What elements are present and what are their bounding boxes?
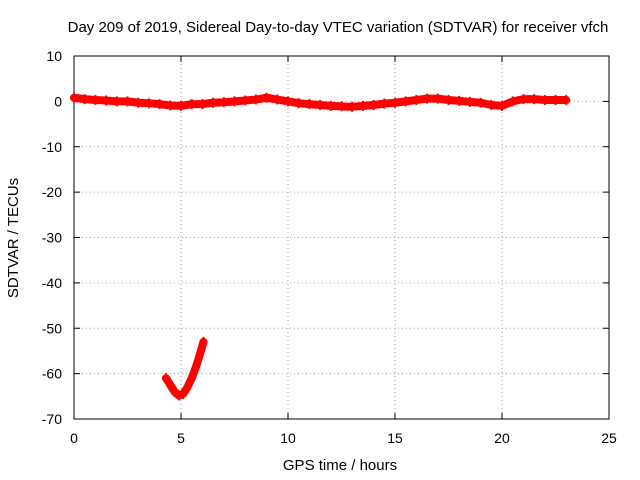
data-point [562,95,571,106]
data-point [183,382,192,393]
data-point [155,99,164,110]
series-line-secondary [162,337,208,400]
data-point [465,96,474,107]
data-point [391,97,399,108]
data-point [337,101,346,112]
data-point [166,379,175,390]
data-point [455,95,464,106]
data-point [380,98,389,109]
data-point [273,94,282,105]
data-point [191,361,200,372]
axis-ticks: 0 5 10 15 20 25 10 0 -10 -20 -30 -40 -50 -60 -70 [42,48,617,446]
data-point [80,94,89,105]
data-series [70,92,571,401]
data-point [305,99,314,110]
data-point [316,100,325,111]
data-point [144,98,153,109]
x-tick-label: 20 [494,430,510,446]
data-point [294,98,303,109]
data-point [423,93,432,104]
data-point [199,336,208,347]
data-point [123,96,132,107]
data-point [174,390,183,401]
data-point [166,100,175,111]
y-tick-label: -30 [42,230,62,246]
y-tick-label: -50 [42,320,62,336]
x-tick-label: 0 [70,430,78,446]
data-point [134,97,143,108]
data-point [251,94,260,105]
data-point [187,99,196,110]
data-point [498,100,506,111]
data-point [196,348,205,359]
y-axis-label: SDTVAR / TECUs [5,178,22,298]
data-point [401,96,410,107]
data-point [70,92,78,103]
x-tick-label: 5 [177,430,185,446]
y-tick-label: -60 [42,366,62,382]
data-point [102,95,111,106]
chart-title: Day 209 of 2019, Sidereal Day-to-day VTE… [68,19,609,36]
data-point [487,100,496,111]
data-point [162,373,171,384]
data-point [412,95,421,106]
data-point [540,95,549,106]
data-point [530,94,539,105]
y-tick-label: -70 [42,411,62,427]
data-point [284,96,292,107]
data-point [209,97,218,108]
data-point [198,99,207,110]
x-tick-label: 15 [387,430,403,446]
y-tick-label: 10 [46,48,62,64]
data-point [91,95,100,106]
data-point [177,100,185,111]
data-point [262,92,271,103]
y-tick-label: -40 [42,275,62,291]
x-tick-label: 25 [601,430,617,446]
data-point [444,95,453,106]
data-point [348,101,357,112]
data-point [358,100,367,111]
y-tick-label: -20 [42,184,62,200]
x-tick-label: 10 [280,430,296,446]
data-point [369,100,378,111]
data-point [551,95,560,106]
data-point [241,95,250,106]
x-axis-label: GPS time / hours [283,457,397,474]
grid [74,56,609,419]
y-tick-label: -10 [42,139,62,155]
data-point [170,386,179,397]
data-point [219,97,228,108]
data-point [187,373,196,384]
data-point [519,94,528,105]
data-point [508,96,517,107]
data-point [433,93,442,104]
data-point [112,96,121,107]
data-point [476,97,485,108]
y-tick-label: 0 [54,93,62,109]
data-point [179,389,188,400]
data-point [230,96,239,107]
data-point [326,100,335,111]
